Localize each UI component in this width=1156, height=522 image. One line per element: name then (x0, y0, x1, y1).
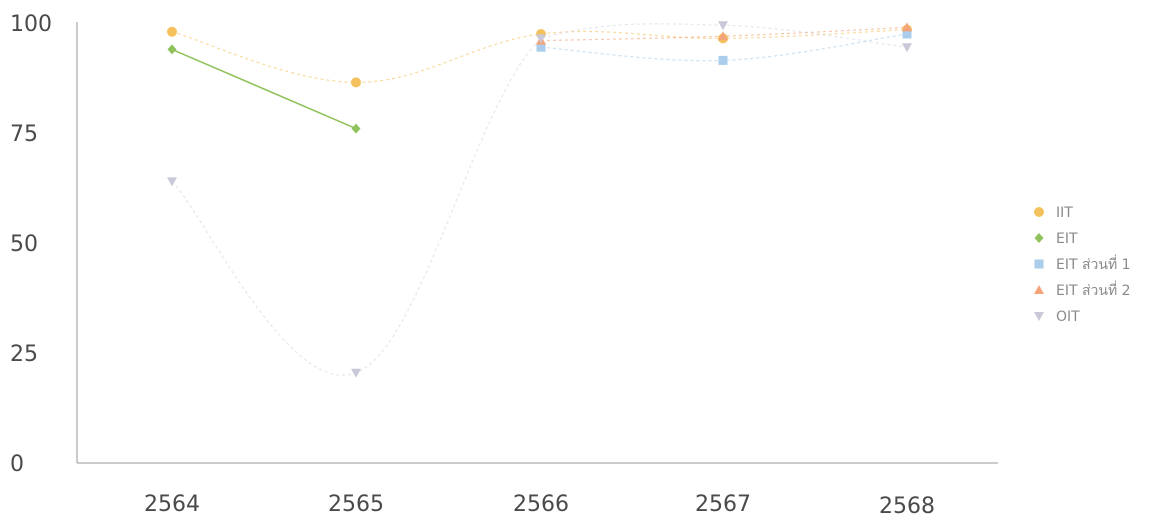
series-1-iit-marker (351, 77, 361, 88)
series-5-oit-marker (718, 21, 728, 31)
legend-1-marker (1034, 207, 1044, 217)
series-3-eit-1-marker (536, 42, 546, 52)
series-3-eit-1-marker (718, 55, 728, 65)
y-tick-label: 75 (10, 122, 38, 147)
legend-2-marker (1034, 233, 1044, 243)
y-tick-label: 100 (10, 12, 52, 37)
series-2-eit-marker (351, 123, 361, 134)
y-tick-label: 0 (10, 452, 24, 477)
series-markers (167, 21, 912, 378)
legend: IIT EIT EIT ส่วนที่ 1 EIT ส่วนที่ 2 OIT (1034, 205, 1131, 325)
x-tick-label: 2568 (879, 494, 935, 519)
legend-label: OIT (1056, 309, 1080, 325)
y-tick-label: 25 (10, 342, 38, 367)
legend-item: EIT (1034, 231, 1078, 247)
series-2-eit-line (171, 48, 357, 130)
series-lines (171, 23, 908, 376)
y-tick-labels: 0 25 50 75 100 (10, 12, 52, 477)
series-3-eit-1-marker (902, 29, 912, 39)
x-tick-labels: 2564 2565 2566 2567 2568 (144, 492, 935, 519)
legend-label: EIT ส่วนที่ 1 (1056, 255, 1131, 273)
x-tick-label: 2567 (695, 492, 751, 517)
series-1-iit-line (171, 29, 908, 84)
series-5-oit-marker (536, 34, 546, 44)
series-2-eit-marker (167, 44, 177, 55)
series-5-oit-marker (902, 43, 912, 53)
legend-item: EIT ส่วนที่ 1 (1034, 255, 1131, 273)
series-4-eit-2-marker (902, 22, 912, 32)
legend-label: EIT (1056, 231, 1078, 247)
x-tick-label: 2565 (328, 492, 384, 517)
series-5-oit-line (171, 23, 908, 376)
legend-item: IIT (1034, 205, 1073, 221)
legend-4-marker (1034, 285, 1044, 294)
x-tick-label: 2566 (513, 492, 569, 517)
legend-3-marker (1034, 259, 1044, 269)
series-5-oit-marker (167, 177, 177, 187)
legend-5-marker (1034, 312, 1044, 321)
x-tick-label: 2564 (144, 492, 200, 517)
y-tick-label: 50 (10, 232, 38, 257)
series-5-oit-marker (351, 368, 361, 378)
legend-label: EIT ส่วนที่ 2 (1056, 281, 1131, 299)
legend-label: IIT (1056, 205, 1073, 221)
legend-item: OIT (1034, 309, 1080, 325)
series-4-eit-2-marker (718, 31, 728, 41)
legend-item: EIT ส่วนที่ 2 (1034, 281, 1131, 299)
series-1-iit-marker (167, 26, 177, 37)
